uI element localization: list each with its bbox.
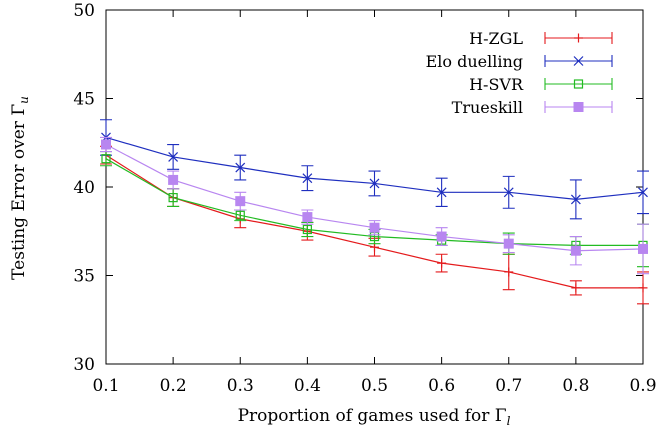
data-point — [168, 151, 179, 162]
legend-marker — [573, 56, 584, 66]
x-tick-label: 0.4 — [294, 376, 321, 396]
data-point — [302, 224, 312, 235]
y-tick-label: 30 — [73, 355, 95, 375]
data-point — [235, 210, 245, 220]
data-point — [168, 193, 178, 203]
legend-label: H-ZGL — [469, 29, 523, 48]
data-point — [570, 194, 581, 205]
data-point — [436, 231, 447, 242]
x-tick-label: 0.8 — [562, 376, 589, 396]
legend-label: Trueskill — [452, 98, 523, 117]
x-tick-label: 0.2 — [160, 376, 187, 396]
data-point — [369, 222, 380, 233]
x-axis-title: Proportion of games used for Γl — [238, 406, 511, 428]
data-point — [436, 187, 447, 198]
legend-marker — [573, 79, 584, 89]
x-tick-label: 0.9 — [629, 376, 656, 396]
data-point — [101, 139, 111, 150]
data-point — [302, 212, 313, 223]
data-point — [235, 162, 246, 173]
data-point — [235, 196, 246, 207]
x-tick-label: 0.5 — [361, 376, 388, 396]
series-trueskill — [100, 136, 649, 275]
axes: 0.1 0.2 0.3 0.4 0.5 0.6 0.7 0.8 0.9 30 35 40 45 50 — [73, 1, 656, 396]
data-point — [571, 283, 581, 293]
legend-label: H-SVR — [469, 75, 524, 94]
y-tick-label: 45 — [73, 90, 95, 110]
x-tick-label: 0.3 — [227, 376, 254, 396]
data-point — [638, 243, 648, 254]
legend-label: Elo duelling — [426, 52, 523, 71]
y-axis-title-text: Testing Error over Γ — [9, 104, 29, 280]
data-point — [504, 267, 514, 277]
data-point — [369, 178, 380, 189]
legend-marker — [573, 102, 584, 112]
data-point — [503, 238, 514, 249]
x-axis-title-text: Proportion of games used for Γ — [238, 406, 507, 426]
legend-swatch — [544, 78, 613, 90]
data-point — [101, 154, 111, 164]
data-point — [437, 258, 447, 268]
series-layer — [100, 119, 649, 305]
data-point — [503, 187, 514, 198]
data-point — [638, 283, 648, 293]
data-point — [638, 187, 648, 198]
series-elo-duelling — [100, 119, 649, 220]
y-axis-title-subscript: u — [17, 96, 31, 104]
data-point — [302, 173, 313, 184]
legend-marker — [574, 33, 583, 43]
y-tick-label: 50 — [73, 1, 95, 21]
x-tick-label: 0.6 — [428, 376, 455, 396]
y-tick-label: 35 — [73, 267, 95, 287]
data-point — [168, 174, 179, 185]
legend: H-ZGL Elo duelling H-SVR Trueskill — [426, 29, 613, 117]
data-point — [570, 245, 581, 256]
x-axis-title-subscript: l — [507, 414, 511, 428]
y-axis-title: Testing Error over Γu — [9, 96, 31, 280]
y-tick-label: 40 — [73, 178, 95, 198]
x-tick-label: 0.1 — [92, 376, 119, 396]
x-tick-label: 0.7 — [495, 376, 522, 396]
